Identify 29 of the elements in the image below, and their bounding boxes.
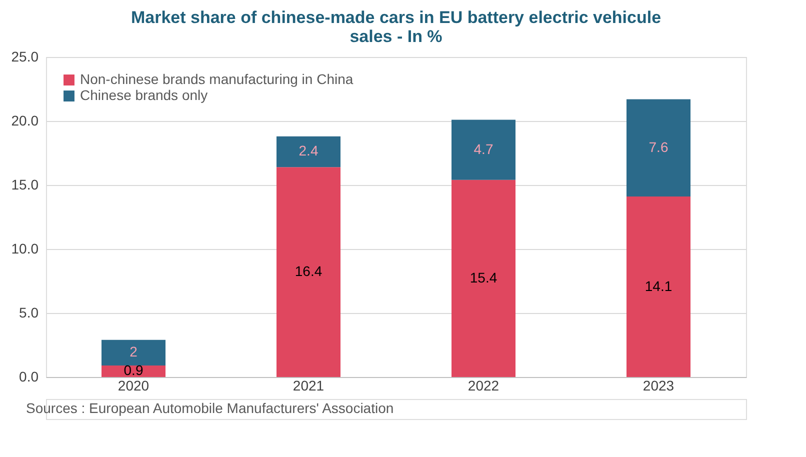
bar <box>626 196 690 377</box>
y-tick-label: 0.0 <box>19 368 39 384</box>
bar <box>102 340 166 366</box>
x-tick-label: 2020 <box>118 378 150 394</box>
y-tick-label: 5.0 <box>19 304 39 320</box>
data-label: 2 <box>130 344 138 360</box>
data-label: 7.6 <box>648 138 668 155</box>
y-tick-label: 20.0 <box>11 112 39 128</box>
legend-label: Non-chinese brands manufacturing in China <box>80 71 354 87</box>
source-note: Sources : European Automobile Manufacturers' Association <box>26 400 394 416</box>
bar <box>452 120 516 180</box>
x-tick-label: 2021 <box>292 378 324 394</box>
bar <box>276 136 340 168</box>
data-label: 15.4 <box>470 269 498 286</box>
y-tick-label: 25.0 <box>11 48 39 64</box>
bar <box>452 180 516 377</box>
data-label: 14.1 <box>644 278 672 294</box>
data-label: 4.7 <box>474 140 494 157</box>
y-tick-label: 10.0 <box>11 240 39 256</box>
data-label: 16.4 <box>294 263 322 280</box>
legend-label: Chinese brands only <box>80 87 208 103</box>
data-label: 2.4 <box>298 142 318 159</box>
x-tick-label: 2022 <box>468 378 500 394</box>
x-tick-label: 2023 <box>642 378 674 394</box>
y-tick-label: 15.0 <box>11 176 39 192</box>
chart-title: Market share of chinese-made cars in EU battery electric vehicule sales - In % <box>130 8 662 46</box>
bar <box>276 167 340 377</box>
bar <box>626 99 690 197</box>
data-label: 0.9 <box>124 362 144 378</box>
